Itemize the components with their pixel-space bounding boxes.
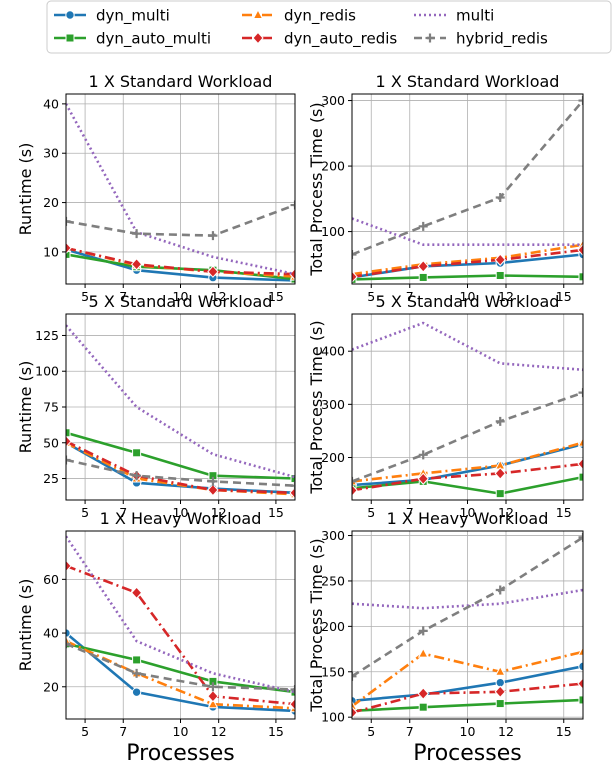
x-tick-label: 12 bbox=[211, 724, 227, 739]
legend-marker bbox=[66, 11, 74, 19]
panel-title: 1 X Standard Workload bbox=[89, 72, 273, 91]
chart-panels: 5 7 10 12 15 10 20 30 40 1 X Standard Workload Run… bbox=[16, 72, 588, 765]
data-point-dyn_auto_multi bbox=[133, 656, 141, 664]
y-tick-label: 40 bbox=[43, 96, 59, 111]
y-tick-label: 30 bbox=[43, 146, 59, 161]
legend-label: hybrid_redis bbox=[456, 30, 548, 49]
panel-title: 1 X Heavy Workload bbox=[387, 509, 549, 528]
x-tick-label: 7 bbox=[119, 724, 127, 739]
panel-title: 5 X Standard Workload bbox=[376, 292, 560, 311]
x-tick-label: 5 bbox=[81, 724, 89, 739]
y-tick-label: 60 bbox=[43, 572, 59, 587]
legend-label: dyn_redis bbox=[284, 7, 356, 26]
x-tick-label: 5 bbox=[367, 289, 375, 304]
y-axis-label: Total Process Time (s) bbox=[307, 320, 326, 494]
legend-marker bbox=[66, 34, 74, 42]
x-tick-label: 10 bbox=[173, 724, 189, 739]
x-axis-label: Processes bbox=[413, 741, 521, 765]
panel-4: 5 7 10 12 152003004005 X Standard WorkloadTo… bbox=[307, 292, 588, 520]
x-tick-label: 5 bbox=[81, 505, 89, 520]
x-tick-label: 15 bbox=[268, 724, 284, 739]
y-axis-label: Runtime (s) bbox=[16, 361, 35, 454]
data-point-dyn_multi bbox=[132, 688, 140, 696]
legend: dyn_multi dyn_auto_multi dyn_redis dyn_auto… bbox=[47, 1, 611, 53]
x-tick-label: 5 bbox=[367, 505, 375, 520]
y-tick-label: 20 bbox=[43, 679, 59, 694]
legend-label: dyn_multi bbox=[96, 7, 170, 26]
data-point-dyn_auto_multi bbox=[496, 700, 504, 708]
x-tick-label: 7 bbox=[406, 724, 414, 739]
y-tick-label: 100 bbox=[35, 364, 59, 379]
x-tick-label: 12 bbox=[498, 724, 514, 739]
legend-label: dyn_auto_multi bbox=[96, 30, 211, 49]
legend-label: dyn_auto_redis bbox=[284, 30, 397, 49]
y-tick-label: 40 bbox=[43, 626, 59, 641]
x-tick-label: 15 bbox=[268, 505, 284, 520]
y-axis-label: Runtime (s) bbox=[16, 143, 35, 236]
x-tick-label: 10 bbox=[460, 724, 476, 739]
y-axis-label: Total Process Time (s) bbox=[307, 102, 326, 276]
data-point-dyn_auto_multi bbox=[496, 271, 504, 279]
data-point-dyn_auto_multi bbox=[419, 703, 427, 711]
panel-5: 5 7 10 12 15 20 40 60 1 X Heavy Workload Runtime … bbox=[16, 509, 300, 765]
panel-title: 1 X Standard Workload bbox=[376, 72, 560, 91]
y-tick-label: 75 bbox=[43, 400, 59, 415]
y-axis-label: Total Process Time (s) bbox=[307, 538, 326, 712]
panel-title: 5 X Standard Workload bbox=[89, 292, 273, 311]
data-point-dyn_auto_multi bbox=[133, 449, 141, 457]
x-tick-label: 15 bbox=[556, 505, 572, 520]
x-axis-label: Processes bbox=[126, 741, 234, 765]
y-tick-label: 125 bbox=[35, 328, 59, 343]
data-point-dyn_auto_multi bbox=[496, 490, 504, 498]
panel-title: 1 X Heavy Workload bbox=[100, 509, 262, 528]
y-tick-label: 20 bbox=[43, 195, 59, 210]
x-tick-label: 5 bbox=[367, 724, 375, 739]
legend-label: multi bbox=[456, 7, 494, 25]
y-tick-label: 25 bbox=[43, 471, 59, 486]
y-tick-label: 10 bbox=[43, 244, 59, 259]
panel-3: 5 7 10 12 152550751001255 X Standard Workloa… bbox=[16, 292, 300, 520]
x-tick-label: 15 bbox=[556, 724, 572, 739]
y-axis-label: Runtime (s) bbox=[16, 579, 35, 672]
panel-6: 5 7 10 12 15 100 150 200 250 300 1 X Heavy Workloa… bbox=[307, 509, 588, 765]
panel-2: 5 7 10 12 15 100 200 300 1 X Standard Workload To… bbox=[307, 72, 588, 304]
data-point-dyn_auto_multi bbox=[419, 273, 427, 281]
y-tick-label: 50 bbox=[43, 435, 59, 450]
panel-1: 5 7 10 12 15102030401 X Standard WorkloadRun… bbox=[16, 72, 300, 304]
